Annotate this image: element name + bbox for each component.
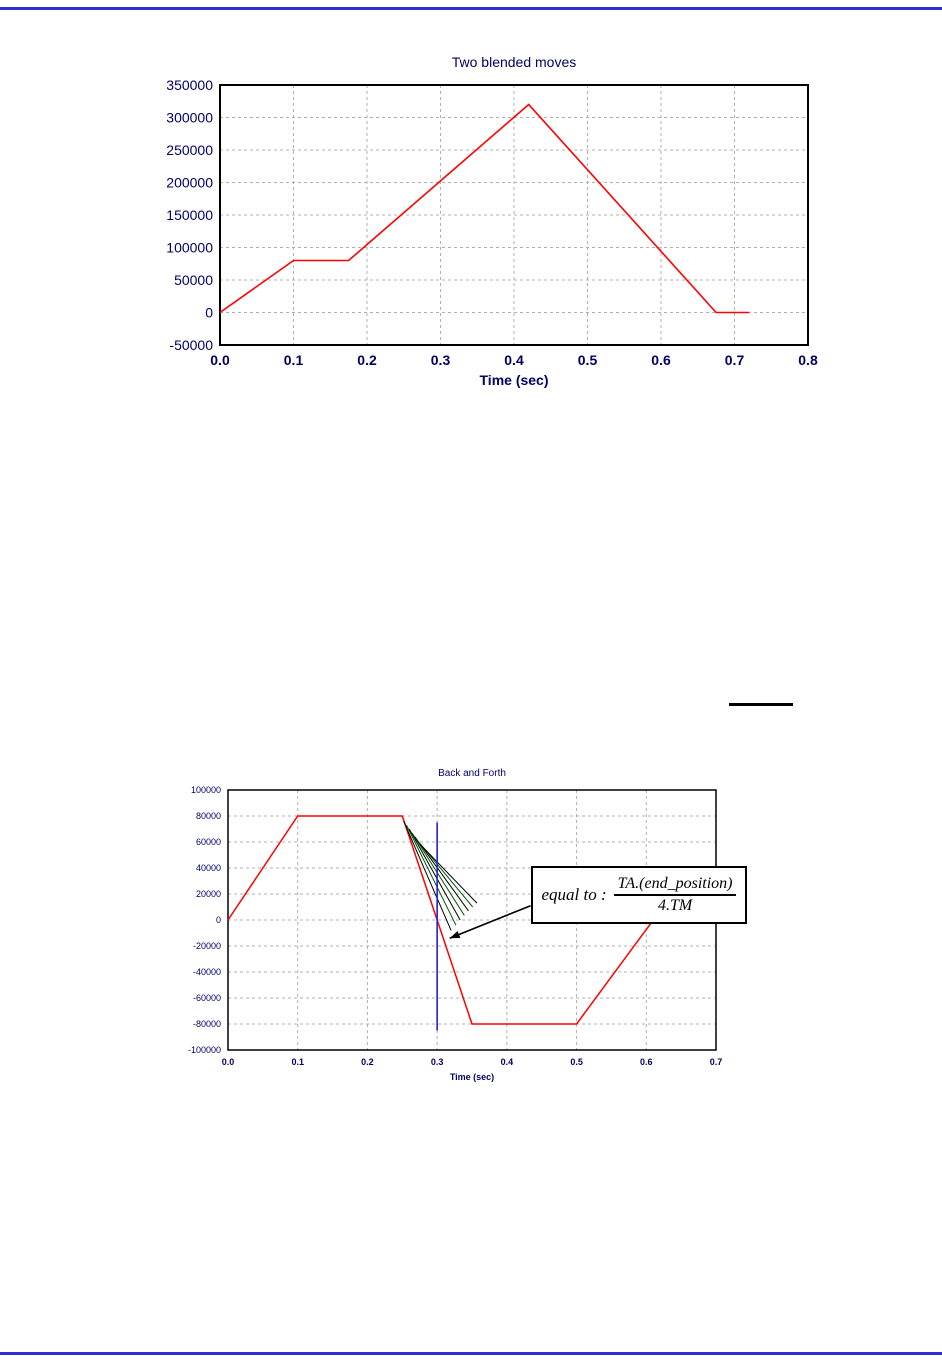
svg-text:100000: 100000	[191, 785, 221, 795]
svg-text:350000: 350000	[166, 77, 213, 93]
svg-text:300000: 300000	[166, 109, 213, 125]
svg-text:50000: 50000	[174, 272, 213, 288]
svg-text:0.7: 0.7	[725, 352, 745, 368]
annotation-box: equal to : TA.(end_position) 4.TM	[531, 866, 747, 924]
svg-text:0: 0	[216, 915, 221, 925]
back-and-forth-chart: -100000 -80000 -60000 -40000 -20000 0 20000 400…	[188, 768, 723, 1082]
fraction-numerator: TA.(end_position)	[613, 875, 737, 896]
two-blended-moves-chart: -50000 0 50000 100000 150000 200000 250000 3000…	[166, 54, 818, 388]
header-rule	[0, 7, 942, 10]
svg-text:-60000: -60000	[193, 993, 221, 1003]
svg-text:60000: 60000	[196, 837, 221, 847]
svg-text:-50000: -50000	[169, 337, 213, 353]
svg-text:40000: 40000	[196, 863, 221, 873]
annotation-label: equal to :	[541, 885, 607, 904]
svg-text:0.5: 0.5	[578, 352, 598, 368]
svg-text:0.1: 0.1	[284, 352, 304, 368]
svg-text:0.6: 0.6	[640, 1057, 653, 1067]
svg-text:-40000: -40000	[193, 967, 221, 977]
svg-text:Back and Forth: Back and Forth	[438, 768, 506, 779]
annotation-fraction: TA.(end_position) 4.TM	[613, 875, 737, 916]
svg-text:0.2: 0.2	[357, 352, 377, 368]
footer-rule	[0, 1352, 942, 1355]
svg-text:0.2: 0.2	[361, 1057, 374, 1067]
svg-text:0.6: 0.6	[651, 352, 671, 368]
svg-text:-100000: -100000	[188, 1045, 221, 1055]
svg-text:0.3: 0.3	[431, 352, 451, 368]
svg-text:250000: 250000	[166, 142, 213, 158]
svg-text:0.3: 0.3	[431, 1057, 444, 1067]
svg-text:0.7: 0.7	[710, 1057, 723, 1067]
svg-text:200000: 200000	[166, 174, 213, 190]
svg-text:0.1: 0.1	[291, 1057, 304, 1067]
svg-text:150000: 150000	[166, 207, 213, 223]
svg-text:0.8: 0.8	[798, 352, 818, 368]
fraction-denominator: 4.TM	[657, 897, 693, 914]
svg-text:80000: 80000	[196, 811, 221, 821]
svg-text:20000: 20000	[196, 889, 221, 899]
svg-text:-20000: -20000	[193, 941, 221, 951]
svg-text:0.4: 0.4	[504, 352, 524, 368]
formula-fraction-bar-fragment	[729, 703, 793, 706]
svg-text:0: 0	[205, 304, 213, 320]
svg-text:Two blended moves: Two blended moves	[452, 54, 577, 70]
svg-text:Time (sec): Time (sec)	[480, 372, 549, 388]
svg-text:-80000: -80000	[193, 1019, 221, 1029]
svg-text:Time (sec): Time (sec)	[450, 1072, 494, 1082]
svg-text:0.0: 0.0	[210, 352, 230, 368]
svg-text:0.0: 0.0	[222, 1057, 235, 1067]
svg-text:100000: 100000	[166, 239, 213, 255]
svg-text:0.4: 0.4	[501, 1057, 514, 1067]
svg-text:0.5: 0.5	[570, 1057, 583, 1067]
